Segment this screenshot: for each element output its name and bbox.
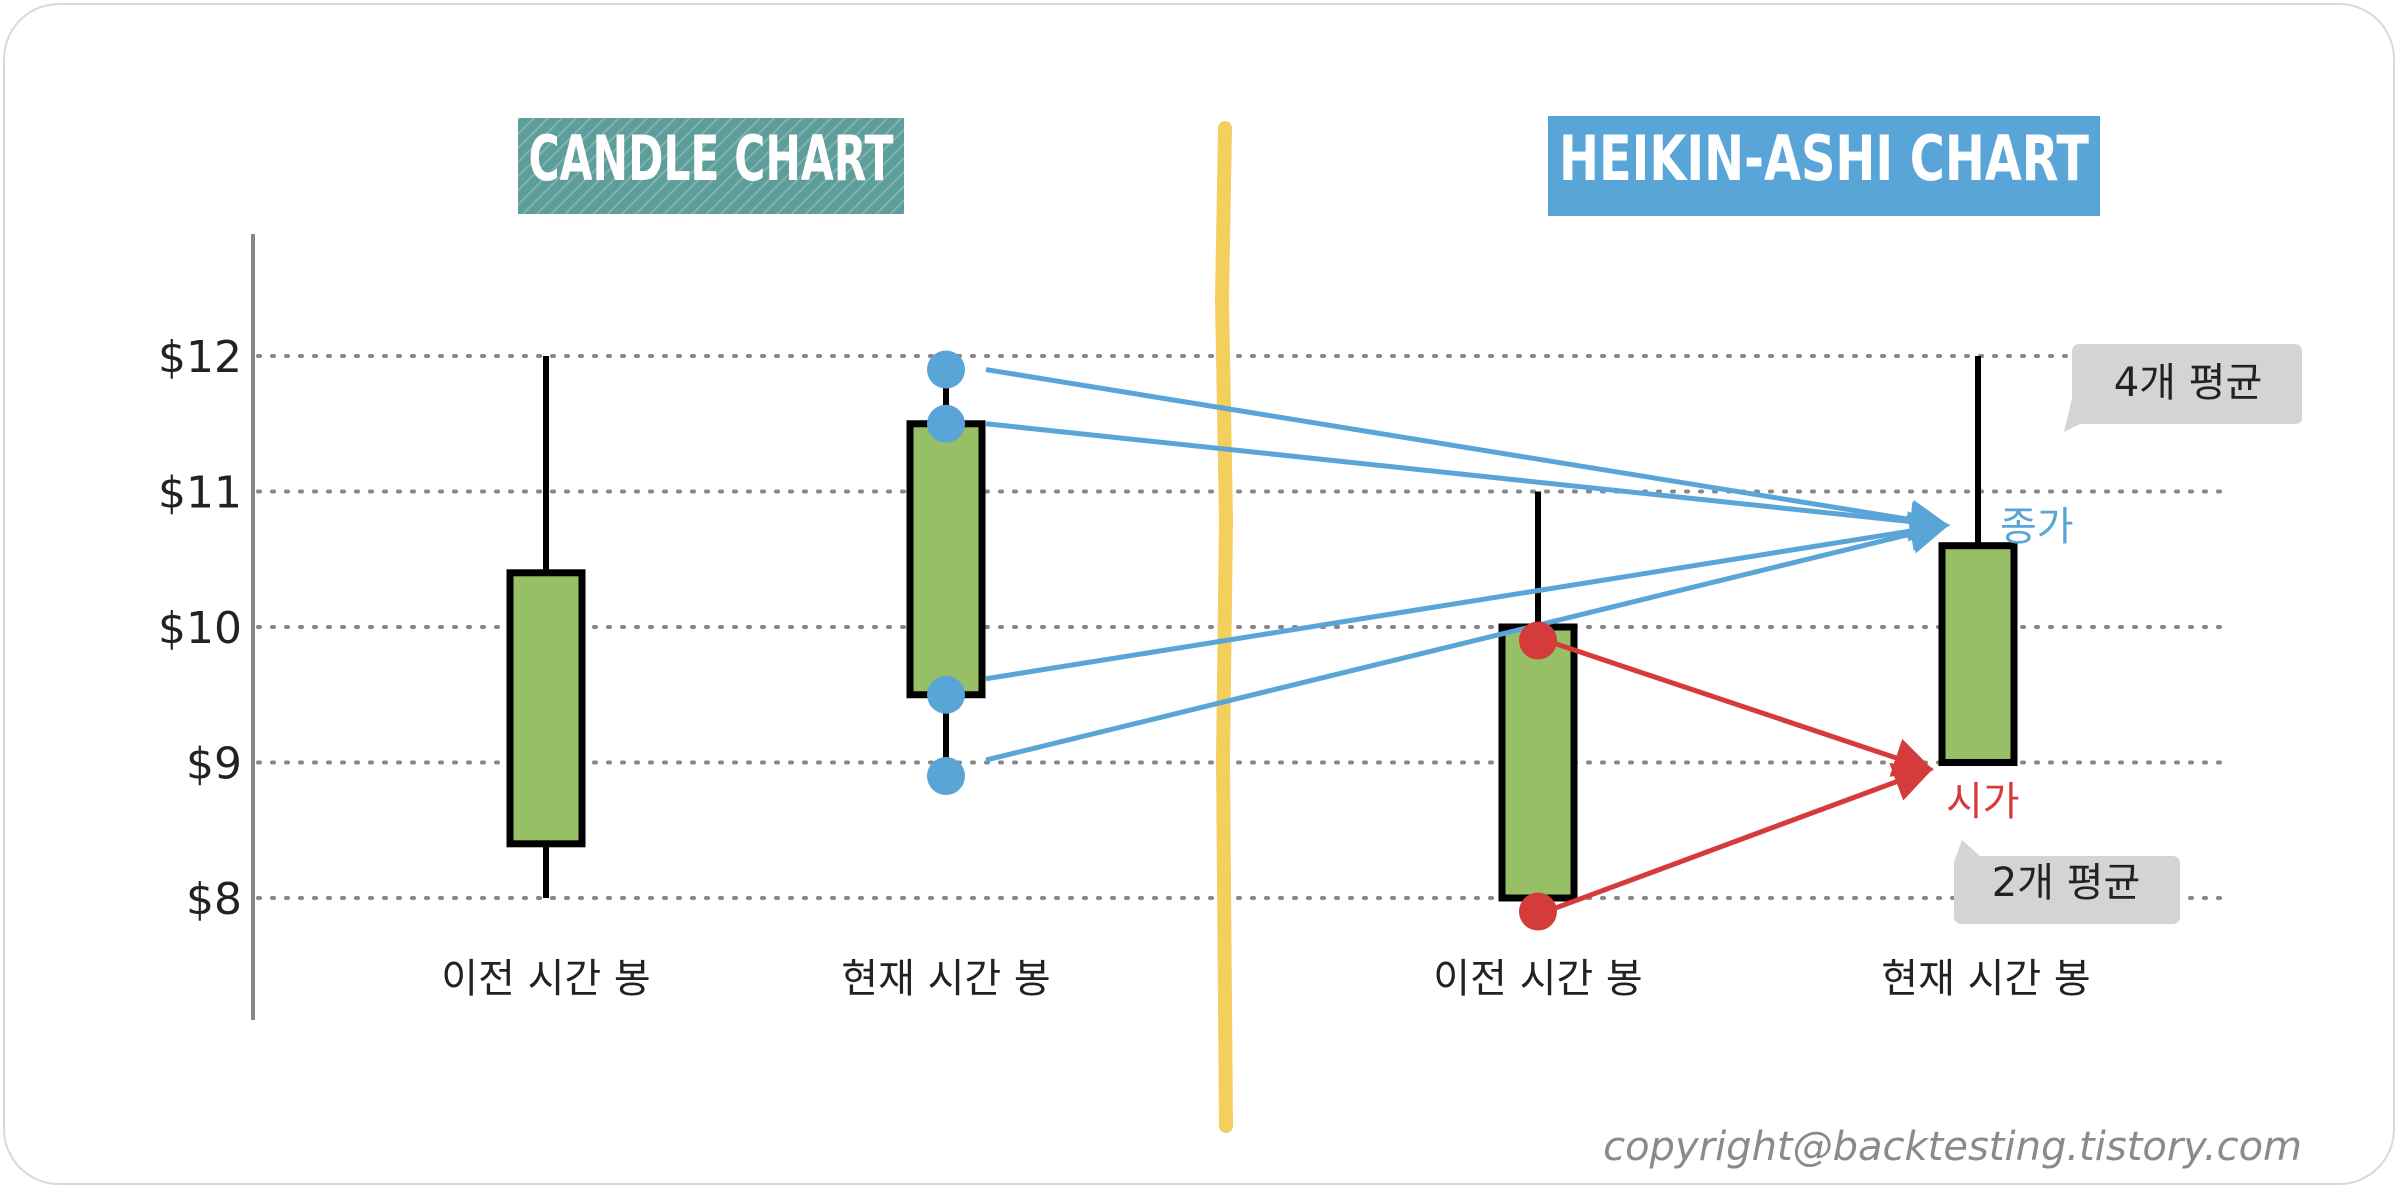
candle-prev-label: 이전 시간 봉 [441,956,650,1002]
close-average-arrow [985,514,1950,763]
candle-chart-title: CANDLE CHART [518,118,904,214]
open-input-point [1519,621,1557,660]
close-average-arrow [985,511,1950,682]
avg4-callout-box [2064,344,2302,432]
candle-body [1498,623,1578,902]
candle-body [1938,542,2018,767]
candle-title-text: CANDLE CHART [529,122,894,195]
avg4-callout-text: 4개 평균 [2114,360,2263,406]
close-input-point [927,675,965,714]
y-tick-label: $12 [158,332,242,383]
y-tick-label: $11 [158,468,242,519]
close-average-arrow [985,367,1950,540]
candle-body [906,420,986,699]
close-input-point [927,757,965,796]
close-input-point [927,350,965,389]
close-average-arrow [985,421,1950,542]
avg2-callout: 2개 평균 [1954,840,2180,924]
open-input-point [1519,892,1557,931]
y-tick-label: $10 [158,603,242,654]
y-tick-label: $9 [186,739,242,790]
candle-curr-label: 현재 시간 봉 [841,956,1050,1002]
heikin-prev-label: 이전 시간 봉 [1433,956,1642,1002]
avg4-callout: 4개 평균 [2064,344,2302,432]
heikin-ashi-chart-title: HEIKIN-ASHI CHART [1548,116,2100,216]
close-input-point [927,404,965,443]
candle-body [506,569,586,848]
open-price-label: 시가 [1946,779,2020,825]
heikin-curr-label: 현재 시간 봉 [1881,956,2090,1002]
price-points [927,350,1557,931]
avg2-callout-text: 2개 평균 [1992,860,2141,906]
avg2-callout-box [1954,840,2180,924]
y-axis-ticks: $12 $11 $10 $9 $8 [158,332,242,925]
candle-title-background [518,118,904,214]
open-average-arrow [1545,763,1934,914]
close-price-label: 종가 [2000,504,2074,550]
heikin-title-text: HEIKIN-ASHI CHART [1559,122,2089,195]
copyright-text: copyright@backtesting.tistory.com [1603,1124,2302,1170]
y-tick-label: $8 [186,874,242,925]
heikin-title-background [1548,116,2100,216]
open-average-arrow [1545,638,1934,777]
average-arrows [985,367,1950,914]
chart-divider [1214,121,1234,1133]
